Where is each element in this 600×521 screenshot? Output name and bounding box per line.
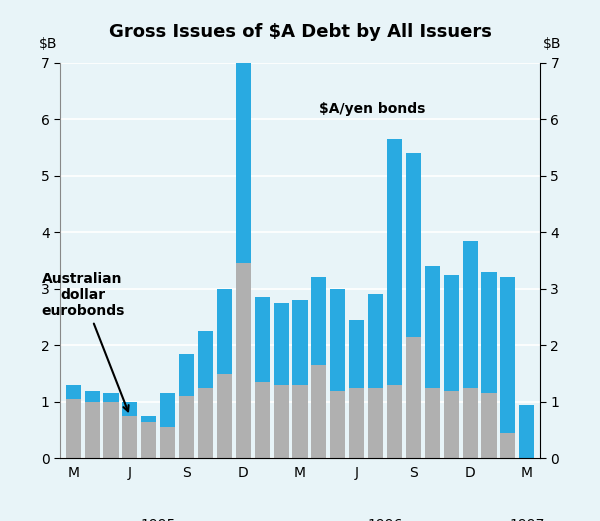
- Bar: [463, 388, 478, 458]
- Bar: [368, 388, 383, 458]
- Bar: [481, 393, 497, 458]
- Text: 1997: 1997: [509, 518, 544, 521]
- Bar: [122, 416, 137, 458]
- Bar: [387, 385, 402, 458]
- Bar: [198, 388, 213, 458]
- Bar: [406, 153, 421, 337]
- Text: $B: $B: [39, 36, 58, 51]
- Bar: [65, 399, 81, 458]
- Bar: [160, 393, 175, 427]
- Text: 1996: 1996: [367, 518, 403, 521]
- Bar: [463, 241, 478, 388]
- Bar: [443, 275, 459, 391]
- Bar: [141, 421, 157, 458]
- Bar: [274, 303, 289, 385]
- Bar: [179, 354, 194, 396]
- Text: 1995: 1995: [140, 518, 176, 521]
- Bar: [236, 263, 251, 458]
- Bar: [500, 278, 515, 433]
- Bar: [311, 365, 326, 458]
- Bar: [141, 416, 157, 421]
- Bar: [387, 139, 402, 385]
- Bar: [65, 385, 81, 399]
- Bar: [254, 297, 270, 382]
- Bar: [103, 393, 119, 402]
- Bar: [85, 402, 100, 458]
- Bar: [311, 278, 326, 365]
- Bar: [85, 391, 100, 402]
- Bar: [368, 294, 383, 388]
- Bar: [519, 405, 535, 458]
- Bar: [198, 331, 213, 388]
- Bar: [500, 433, 515, 458]
- Bar: [122, 402, 137, 416]
- Bar: [481, 272, 497, 393]
- Bar: [349, 320, 364, 388]
- Text: Australian
dollar
eurobonds: Australian dollar eurobonds: [41, 272, 128, 411]
- Bar: [349, 388, 364, 458]
- Bar: [292, 385, 308, 458]
- Bar: [254, 382, 270, 458]
- Text: Gross Issues of $A Debt by All Issuers: Gross Issues of $A Debt by All Issuers: [109, 23, 491, 42]
- Bar: [425, 266, 440, 388]
- Bar: [103, 402, 119, 458]
- Bar: [236, 57, 251, 263]
- Bar: [292, 300, 308, 385]
- Text: $A/yen bonds: $A/yen bonds: [319, 102, 425, 116]
- Bar: [330, 289, 346, 391]
- Text: $B: $B: [542, 36, 561, 51]
- Bar: [406, 337, 421, 458]
- Bar: [330, 391, 346, 458]
- Bar: [160, 427, 175, 458]
- Bar: [425, 388, 440, 458]
- Bar: [217, 374, 232, 458]
- Bar: [179, 396, 194, 458]
- Bar: [443, 391, 459, 458]
- Bar: [274, 385, 289, 458]
- Bar: [217, 289, 232, 374]
